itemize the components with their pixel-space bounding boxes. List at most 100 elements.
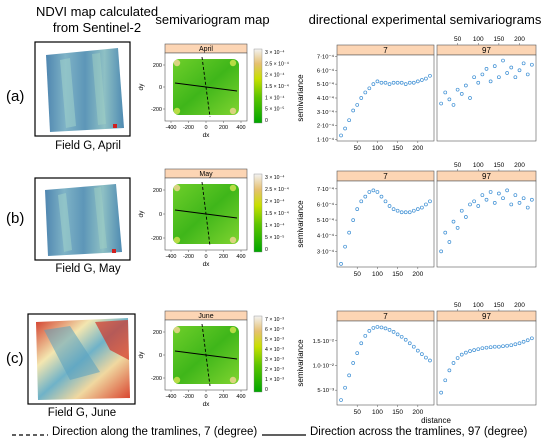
colorbar-tick-label: 0 bbox=[265, 387, 268, 393]
data-point bbox=[505, 188, 509, 193]
data-point bbox=[375, 190, 380, 194]
map-hotspot bbox=[173, 326, 181, 334]
data-point bbox=[492, 64, 497, 68]
map-x-tick-label: 0 bbox=[204, 394, 207, 400]
data-point bbox=[480, 72, 485, 77]
data-point bbox=[484, 197, 489, 202]
data-point bbox=[501, 58, 505, 63]
colorbar-tick-label: 2.5 × 10⁻⁴ bbox=[265, 187, 289, 193]
data-point bbox=[339, 133, 343, 138]
map-hotspot bbox=[229, 326, 237, 334]
data-point bbox=[525, 338, 530, 343]
data-point bbox=[391, 80, 396, 85]
data-point bbox=[517, 201, 522, 205]
data-point bbox=[517, 68, 522, 73]
map-hotspot bbox=[229, 59, 237, 67]
data-point bbox=[509, 202, 514, 207]
map-x-axis-label: dx bbox=[203, 261, 211, 268]
data-point bbox=[420, 78, 424, 82]
data-point bbox=[451, 219, 456, 224]
data-point bbox=[367, 329, 372, 333]
data-point bbox=[492, 344, 497, 349]
data-point bbox=[359, 199, 364, 204]
data-point bbox=[447, 368, 452, 373]
y-tick-label: 4·10⁻⁴ bbox=[317, 233, 335, 240]
data-point bbox=[399, 80, 404, 85]
data-point bbox=[451, 361, 456, 365]
data-point bbox=[391, 330, 396, 334]
y-tick-label: 1.0·10⁻² bbox=[313, 363, 334, 369]
colorbar-tick-label: 5 × 10⁻⁵ bbox=[265, 107, 284, 113]
x-tick-label: 150 bbox=[493, 36, 504, 43]
data-point bbox=[530, 336, 534, 341]
y-tick-label: 6·10⁻⁴ bbox=[317, 67, 335, 74]
data-point bbox=[399, 210, 404, 215]
x-tick-label: 50 bbox=[454, 162, 462, 169]
data-point bbox=[407, 210, 412, 215]
data-point bbox=[351, 361, 356, 365]
panel-frame bbox=[436, 54, 537, 142]
panel-strip-label: 97 bbox=[482, 312, 491, 321]
map-y-tick-label: 0 bbox=[159, 85, 162, 91]
data-point bbox=[459, 352, 464, 357]
data-point bbox=[488, 345, 493, 350]
dashed-legend-label: Direction along the tramlines, 7 (degree… bbox=[52, 426, 258, 438]
data-point bbox=[455, 226, 460, 230]
colorbar-tick-label: 2 × 10⁻⁴ bbox=[265, 199, 285, 205]
panel-frame bbox=[436, 320, 537, 406]
x-tick-label: 200 bbox=[412, 145, 423, 152]
ndvi-header: NDVI map calculated from Sentinel-2 bbox=[35, 4, 159, 35]
data-point bbox=[411, 80, 416, 85]
ndvi-map-a bbox=[34, 41, 131, 137]
data-point bbox=[424, 76, 428, 81]
data-point bbox=[530, 197, 534, 202]
data-point bbox=[428, 73, 432, 78]
along-tramlines-line bbox=[201, 323, 211, 387]
data-point bbox=[517, 341, 522, 346]
directional-semivariogram-june: 7 50 100 150 200 97 50 100 150 200 5·10⁻³ 1.0·10⁻² 1… bbox=[296, 302, 537, 425]
data-point bbox=[383, 80, 388, 85]
data-point bbox=[459, 208, 464, 213]
data-point bbox=[395, 208, 400, 213]
map-x-tick-label: -400 bbox=[165, 125, 176, 131]
x-tick-label: 100 bbox=[372, 409, 383, 416]
data-point bbox=[521, 196, 526, 201]
ndvi-caption-b: Field G, May bbox=[55, 263, 121, 275]
data-point bbox=[464, 83, 468, 88]
data-point bbox=[355, 207, 360, 211]
data-point bbox=[371, 82, 376, 86]
data-point bbox=[521, 61, 526, 66]
data-point bbox=[455, 356, 460, 360]
data-point bbox=[395, 80, 400, 85]
data-point bbox=[497, 75, 501, 80]
map-x-tick-label: -200 bbox=[183, 394, 194, 400]
data-point bbox=[459, 91, 464, 96]
data-point bbox=[371, 326, 376, 330]
data-point bbox=[343, 244, 347, 249]
map-x-tick-label: -400 bbox=[165, 394, 176, 400]
data-point bbox=[399, 334, 404, 339]
x-tick-label: 50 bbox=[354, 409, 362, 416]
map-y-tick-label: 0 bbox=[159, 212, 162, 218]
data-point bbox=[371, 188, 376, 193]
data-point bbox=[387, 204, 392, 208]
data-point bbox=[424, 355, 428, 360]
data-point bbox=[355, 351, 360, 355]
data-point bbox=[411, 344, 416, 349]
data-point bbox=[395, 332, 400, 337]
data-point bbox=[509, 343, 514, 348]
colorbar-tick-label: 1 × 10⁻⁴ bbox=[265, 95, 285, 101]
data-point bbox=[468, 202, 472, 207]
map-y-axis-label: dy bbox=[138, 351, 145, 359]
ndvi-map-b bbox=[34, 177, 131, 261]
data-point bbox=[455, 87, 460, 92]
map-x-tick-label: -200 bbox=[183, 125, 194, 131]
y-tick-label: 4·10⁻⁴ bbox=[317, 95, 335, 102]
x-tick-label: 200 bbox=[514, 162, 525, 169]
x-tick-label: 150 bbox=[392, 409, 403, 416]
map-y-axis-label: dy bbox=[138, 210, 145, 218]
y-tick-label: 5·10⁻³ bbox=[317, 388, 334, 394]
x-tick-label: 50 bbox=[354, 271, 362, 278]
map-y-tick-label: 200 bbox=[153, 330, 162, 336]
y-tick-label: 1·10⁻⁴ bbox=[317, 137, 335, 144]
